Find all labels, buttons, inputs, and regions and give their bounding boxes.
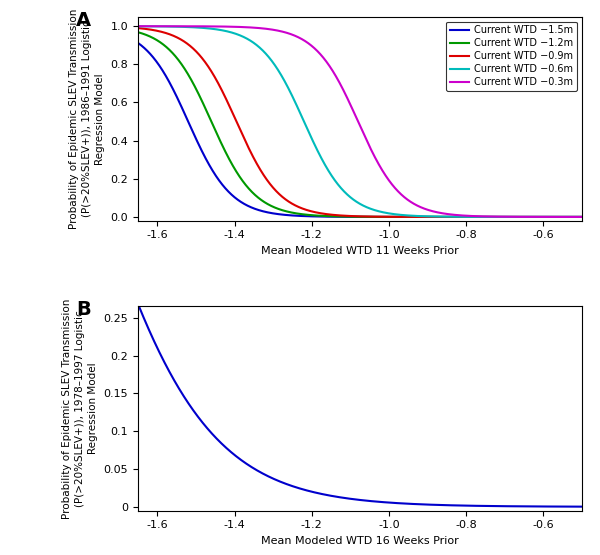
Line: Current WTD −1.2m: Current WTD −1.2m <box>138 32 582 217</box>
Current WTD −0.9m <box>157 28 164 35</box>
Current WTD −0.9m <box>350 213 358 219</box>
Current WTD −0.9m <box>134 25 142 32</box>
Current WTD −1.2m <box>157 39 164 46</box>
Current WTD −1.5m <box>134 39 142 46</box>
Current WTD −0.3m <box>157 23 164 29</box>
Current WTD −1.5m <box>338 214 346 220</box>
Current WTD −0.6m <box>565 214 572 220</box>
Current WTD −1.2m <box>134 29 142 36</box>
Current WTD −0.9m <box>484 214 491 220</box>
Current WTD −0.6m <box>338 186 346 193</box>
Current WTD −0.3m <box>566 214 573 220</box>
Current WTD −1.2m <box>578 214 586 220</box>
Line: Current WTD −0.9m: Current WTD −0.9m <box>138 28 582 217</box>
Current WTD −1.2m <box>565 214 572 220</box>
Current WTD −1.5m <box>157 64 164 71</box>
Current WTD −1.5m <box>566 214 573 220</box>
Y-axis label: Probability of Epidemic SLEV Transmission
(P(>20%SLEV+)), 1978–1997 Logistic
Reg: Probability of Epidemic SLEV Transmissio… <box>62 299 98 519</box>
Current WTD −1.5m <box>578 214 586 220</box>
Current WTD −1.5m <box>565 214 572 220</box>
Current WTD −1.5m <box>484 214 491 220</box>
Current WTD −0.3m <box>578 214 586 220</box>
Current WTD −0.6m <box>157 23 164 30</box>
Current WTD −0.9m <box>338 212 346 219</box>
Current WTD −0.6m <box>578 214 586 220</box>
X-axis label: Mean Modeled WTD 11 Weeks Prior: Mean Modeled WTD 11 Weeks Prior <box>261 246 459 256</box>
Current WTD −1.2m <box>484 214 491 220</box>
Current WTD −0.9m <box>566 214 573 220</box>
Line: Current WTD −0.3m: Current WTD −0.3m <box>138 26 582 217</box>
Line: Current WTD −1.5m: Current WTD −1.5m <box>138 43 582 217</box>
Line: Current WTD −0.6m: Current WTD −0.6m <box>138 26 582 217</box>
Y-axis label: Probability of Epidemic SLEV Transmission
(P(>20%SLEV+)), 1986–1991 Logistic
Reg: Probability of Epidemic SLEV Transmissio… <box>68 8 105 229</box>
Current WTD −1.2m <box>350 213 358 220</box>
Current WTD −1.5m <box>350 214 358 220</box>
Current WTD −0.3m <box>134 23 142 29</box>
Current WTD −0.3m <box>350 109 358 115</box>
Current WTD −0.9m <box>565 214 572 220</box>
Current WTD −0.9m <box>578 214 586 220</box>
Current WTD −0.6m <box>566 214 573 220</box>
Text: A: A <box>76 11 91 29</box>
X-axis label: Mean Modeled WTD 16 Weeks Prior: Mean Modeled WTD 16 Weeks Prior <box>261 536 459 546</box>
Legend: Current WTD −1.5m, Current WTD −1.2m, Current WTD −0.9m, Current WTD −0.6m, Curr: Current WTD −1.5m, Current WTD −1.2m, Cu… <box>446 22 577 91</box>
Current WTD −0.6m <box>484 214 491 220</box>
Current WTD −0.6m <box>350 196 358 203</box>
Current WTD −0.3m <box>338 84 346 91</box>
Text: B: B <box>76 300 91 319</box>
Current WTD −0.3m <box>565 214 572 220</box>
Current WTD −1.2m <box>566 214 573 220</box>
Current WTD −0.6m <box>134 23 142 29</box>
Current WTD −0.3m <box>484 213 491 220</box>
Current WTD −1.2m <box>338 213 346 220</box>
